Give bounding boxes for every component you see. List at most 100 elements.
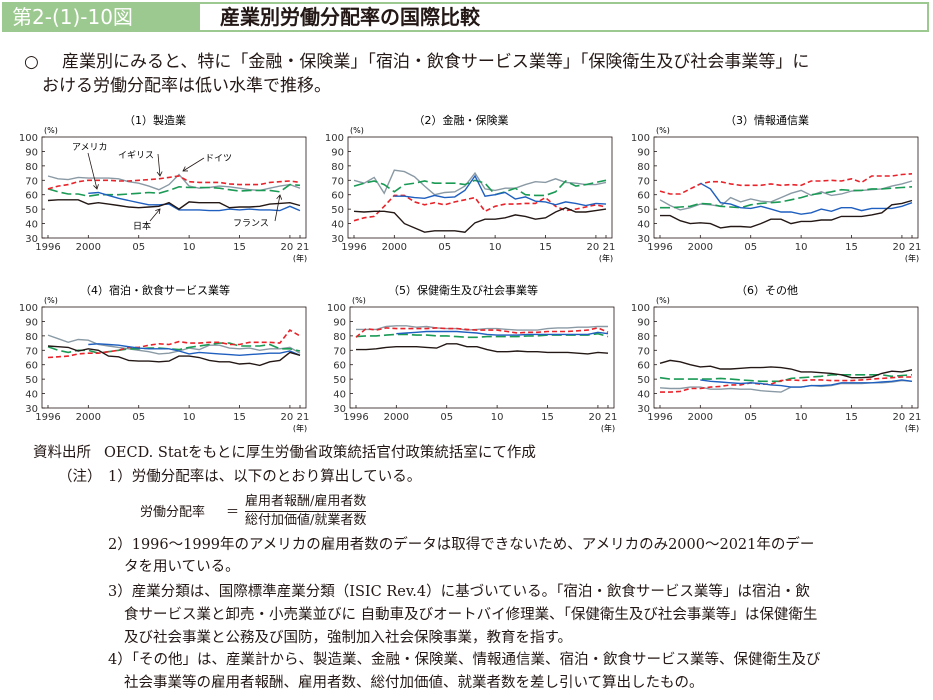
- plot-area: [653, 136, 919, 239]
- y-tick-label: 40: [637, 390, 650, 401]
- chart-title: （6）その他: [736, 284, 798, 297]
- x-tick-label: 20: [281, 412, 294, 423]
- y-tick-label: 90: [637, 147, 650, 158]
- x-tick-label: 20: [587, 242, 600, 253]
- x-tick-label: 10: [489, 242, 502, 253]
- series-line-usa: [394, 174, 607, 207]
- x-tick-label: 21: [605, 412, 618, 423]
- figure-header: 第2-(1)-10図 産業別労働分配率の国際比較: [2, 2, 929, 32]
- x-axis-unit: (年): [601, 423, 615, 433]
- x-tick-label: 05: [744, 242, 757, 253]
- x-axis-unit: (年): [599, 253, 613, 263]
- x-tick-label: 10: [795, 242, 808, 253]
- y-tick-label: 30: [25, 234, 38, 245]
- y-tick-label: 50: [25, 205, 38, 216]
- annotation-arrow: [182, 157, 205, 172]
- chart-information-communication: （3）情報通信業 (%) 30 40 50 60 70 80 90 100 1996 2000 05 10…: [612, 110, 922, 275]
- y-tick-label: 80: [333, 332, 346, 343]
- y-tick-label: 80: [25, 162, 38, 173]
- arrowhead-icon: [276, 194, 283, 200]
- chart-svg: （4）宿泊・飲食サービス業等 (%) 30 40 50 60 70 80 90 100 1996 20…: [19, 283, 309, 433]
- series-line-uk: [660, 376, 912, 393]
- x-tick-label: 1996: [35, 412, 60, 423]
- x-tick-label: 20: [281, 242, 294, 253]
- y-tick-label: 60: [637, 191, 650, 202]
- y-tick-label: 70: [25, 346, 38, 357]
- x-tick-label: 10: [183, 242, 196, 253]
- y-tick-label: 70: [25, 176, 38, 187]
- x-tick-label: 10: [795, 412, 808, 423]
- y-tick-label: 30: [331, 234, 344, 245]
- x-tick-label: 2000: [688, 242, 713, 253]
- x-axis-unit: (年): [293, 423, 307, 433]
- annotation-label-usa: アメリカ: [72, 142, 108, 153]
- x-tick-label: 1996: [647, 412, 672, 423]
- series-line-japan: [353, 206, 607, 233]
- x-tick-label: 2000: [76, 412, 101, 423]
- chart-title: （4）宿泊・飲食サービス業等: [80, 283, 230, 297]
- annotation-arrow: [149, 208, 161, 222]
- x-tick-label: 21: [909, 242, 922, 253]
- y-tick-label: 100: [327, 303, 346, 314]
- chart-manufacturing: （1）製造業 (%) 30 40 50 60 70 80 90 100 1996 2000 05 10 15…: [0, 110, 310, 275]
- annotation-arrow: [87, 152, 98, 190]
- lead-line-1: 産業別にみると、特に「金融・保険業」「宿泊・飲食サービス業等」「保険衛生及び社会…: [62, 52, 810, 72]
- x-tick-label: 21: [909, 412, 922, 423]
- y-tick-label: 50: [333, 375, 346, 386]
- plot-area: [653, 306, 919, 409]
- note-3-line-1: 3）産業分類は、国際標準産業分類（ISIC Rev.4）に基づいている。「宿泊・…: [108, 584, 810, 600]
- x-tick-label: 05: [440, 412, 453, 423]
- chart-title: （2）金融・保険業: [414, 113, 509, 127]
- arrowhead-icon: [156, 171, 163, 177]
- arrowhead-icon: [155, 208, 161, 215]
- x-tick-label: 05: [438, 242, 451, 253]
- annotation-arrow: [157, 153, 161, 177]
- y-tick-label: 90: [333, 317, 346, 328]
- y-tick-label: 60: [637, 361, 650, 372]
- x-tick-label: 20: [893, 412, 906, 423]
- plot-area: [347, 136, 613, 239]
- y-tick-label: 30: [637, 404, 650, 415]
- x-axis-unit: (年): [905, 423, 919, 433]
- series-line-japan: [47, 199, 301, 210]
- x-tick-label: 20: [589, 412, 602, 423]
- x-tick-label: 2000: [384, 412, 409, 423]
- lead-summary: ○ 産業別にみると、特に「金融・保険業」「宿泊・飲食サービス業等」「保険衛生及び…: [24, 50, 914, 98]
- note-label: （注）: [58, 469, 102, 485]
- chart-svg: （2）金融・保険業 (%) 30 40 50 60 70 80 90 100 1996 2000 05 1…: [325, 113, 616, 263]
- y-tick-label: 40: [25, 390, 38, 401]
- y-tick-label: 90: [331, 147, 344, 158]
- annotation-label-japan: 日本: [133, 220, 151, 232]
- y-tick-label: 50: [331, 205, 344, 216]
- annotation-label-uk: イギリス: [118, 150, 154, 161]
- y-axis-unit: (%): [44, 126, 58, 135]
- x-tick-label: 15: [233, 242, 246, 253]
- y-tick-label: 70: [637, 346, 650, 357]
- x-tick-label: 10: [183, 412, 196, 423]
- series-line-japan: [660, 199, 913, 229]
- chart-svg: （6）その他 (%) 30 40 50 60 70 80 90 100 1996 2000 05 10 15…: [631, 284, 922, 433]
- series-line-france: [355, 332, 609, 339]
- y-tick-label: 60: [25, 361, 38, 372]
- x-tick-label: 2000: [688, 412, 713, 423]
- series-line-usa: [700, 379, 913, 388]
- x-tick-label: 1996: [35, 242, 60, 253]
- annotation-label-germany: ドイツ: [205, 154, 232, 164]
- y-tick-label: 70: [333, 346, 346, 357]
- x-tick-label: 15: [541, 412, 554, 423]
- series-line-japan: [356, 343, 609, 355]
- y-tick-label: 100: [631, 133, 650, 144]
- y-tick-label: 30: [637, 234, 650, 245]
- plot-area: [41, 306, 307, 409]
- chart-title: （5）保健衛生及び社会事業等: [388, 283, 538, 297]
- note-2-line-2: タを用いている。: [124, 559, 240, 575]
- y-tick-label: 80: [25, 332, 38, 343]
- plot-area: [41, 136, 307, 239]
- x-tick-label: 21: [603, 242, 616, 253]
- x-tick-label: 1996: [343, 412, 368, 423]
- x-tick-label: 15: [845, 242, 858, 253]
- y-tick-label: 80: [637, 332, 650, 343]
- y-tick-label: 50: [637, 205, 650, 216]
- formula-numerator: 雇用者報酬/雇用者数: [245, 493, 367, 512]
